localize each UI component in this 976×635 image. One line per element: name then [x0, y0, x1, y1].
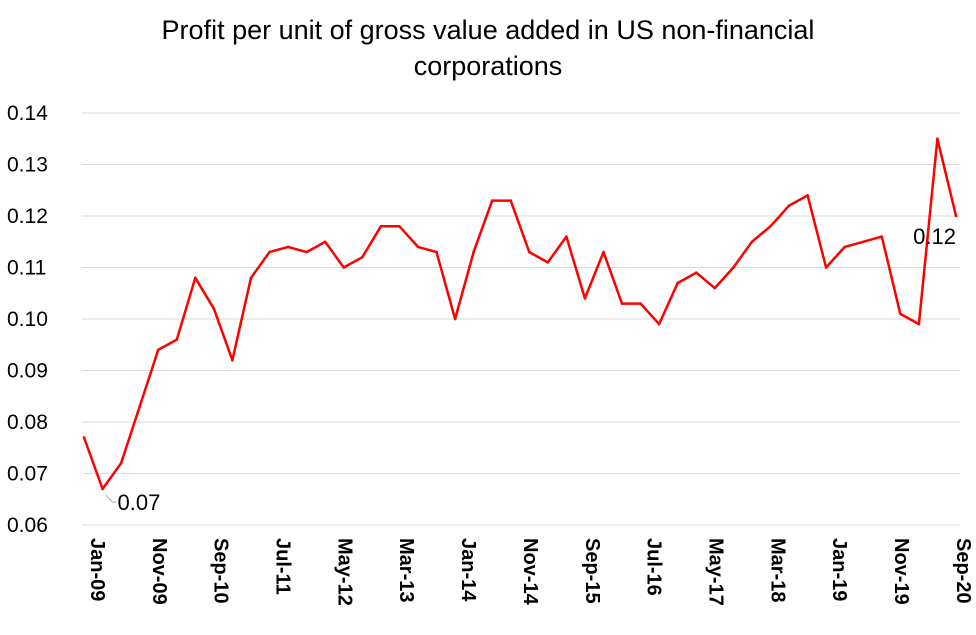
y-tick-label: 0.13: [7, 154, 48, 177]
data-point: [472, 250, 475, 254]
data-label: 0.12: [913, 224, 956, 249]
x-tick-label: Nov-19: [890, 538, 912, 605]
data-point: [694, 271, 698, 274]
data-point: [268, 250, 271, 254]
data-point: [490, 199, 494, 202]
y-tick-label: 0.07: [7, 463, 48, 486]
data-label-leader: [105, 494, 117, 503]
data-point: [787, 204, 791, 207]
data-point: [899, 312, 902, 316]
data-point: [82, 436, 86, 439]
data-point: [194, 276, 197, 280]
data-point: [657, 322, 661, 326]
y-tick-label: 0.11: [7, 257, 46, 280]
x-tick-label: Jul-11: [272, 538, 294, 595]
series-line: [82, 137, 958, 491]
data-point: [713, 286, 717, 290]
data-point: [602, 250, 605, 254]
data-point: [509, 199, 513, 202]
data-point: [249, 276, 253, 280]
data-labels: 0.07 0.12: [105, 224, 956, 515]
data-point: [305, 250, 308, 254]
x-tick-label: Jul-16: [643, 538, 665, 596]
data-point: [156, 348, 160, 352]
y-tick-label: 0.06: [7, 514, 48, 537]
x-tick-label: Jan-14: [457, 538, 479, 602]
y-axis-tick-labels: 0.06 0.07 0.08 0.09 0.10 0.11 0.12 0.13 0.14: [7, 102, 48, 537]
data-point: [917, 322, 921, 326]
data-point: [175, 338, 179, 341]
data-point: [732, 266, 735, 269]
data-point: [769, 225, 772, 228]
data-point: [286, 245, 290, 249]
data-point: [861, 240, 865, 244]
y-tick-label: 0.10: [7, 308, 48, 331]
data-point: [565, 235, 568, 238]
data-point: [398, 225, 401, 228]
data-point: [138, 405, 141, 408]
data-point: [231, 358, 234, 362]
data-label: 0.07: [118, 490, 161, 515]
data-point: [212, 307, 216, 311]
x-tick-label: Jan-19: [828, 538, 850, 601]
x-tick-label: Mar-18: [766, 538, 788, 602]
y-tick-label: 0.09: [7, 360, 48, 383]
y-tick-label: 0.08: [7, 411, 48, 434]
data-point: [323, 240, 327, 244]
chart-title: Profit per unit of gross value added in …: [0, 12, 976, 84]
data-point: [880, 235, 884, 238]
y-tick-label: 0.12: [7, 205, 48, 228]
data-point: [527, 250, 531, 254]
data-point: [806, 194, 809, 197]
data-point: [936, 137, 939, 141]
data-point: [119, 461, 123, 465]
x-tick-label: Mar-13: [395, 538, 417, 602]
chart-title-line-2: corporations: [413, 51, 563, 81]
x-tick-label: Sep-15: [581, 538, 603, 604]
data-point: [750, 240, 754, 244]
data-point: [954, 214, 958, 218]
x-tick-label: Nov-09: [148, 538, 170, 605]
data-point: [416, 245, 420, 249]
data-point: [379, 225, 383, 228]
data-point: [435, 250, 438, 254]
x-tick-label: May-12: [333, 538, 355, 606]
data-point: [546, 261, 550, 264]
data-point: [342, 266, 346, 269]
x-tick-label: Jan-09: [86, 538, 108, 601]
data-point: [843, 245, 846, 249]
series-layer: [82, 137, 958, 491]
data-point: [639, 302, 642, 305]
data-point: [453, 317, 457, 321]
data-point: [676, 281, 680, 285]
x-tick-label: Sep-10: [210, 538, 232, 604]
data-point: [360, 255, 364, 259]
y-tick-label: 0.14: [7, 102, 48, 125]
chart-title-line-1: Profit per unit of gross value added in …: [161, 15, 815, 45]
data-point: [620, 302, 624, 305]
data-point: [101, 487, 104, 491]
x-tick-label: Nov-14: [519, 538, 541, 606]
data-point: [824, 266, 828, 269]
gridlines: [82, 112, 960, 526]
data-point: [583, 297, 587, 300]
x-tick-label: Sep-20: [952, 538, 974, 604]
x-tick-label: May-17: [704, 538, 726, 606]
x-axis-tick-labels: Jan-09 Nov-09 Sep-10 Jul-11 May-12 Mar-13 Jan-…: [86, 538, 974, 606]
